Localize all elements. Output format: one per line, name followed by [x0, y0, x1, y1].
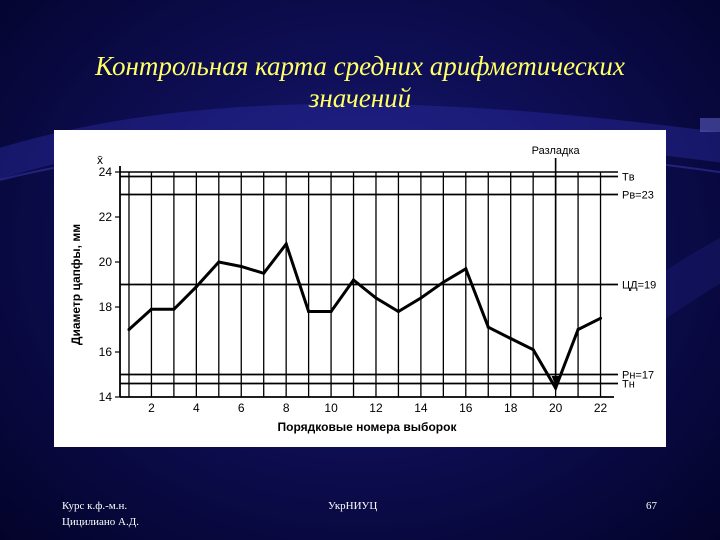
data-point: [149, 307, 153, 311]
y-axis-title: Диаметр цапфы, мм: [69, 224, 83, 345]
data-point: [307, 310, 311, 313]
data-point: [531, 348, 535, 352]
slide-title: Контрольная карта средних арифметических…: [40, 50, 680, 114]
x-tick-label: 22: [594, 401, 608, 415]
footer-author-line-1: Курс к.ф.-м.н.: [62, 500, 128, 512]
data-point: [127, 328, 131, 331]
y-tick-label: 16: [99, 345, 113, 359]
data-point: [554, 386, 558, 390]
x-tick-label: 20: [549, 401, 563, 415]
x-tick-label: 14: [414, 401, 428, 415]
data-point: [464, 267, 468, 271]
page-number: 67: [646, 500, 657, 512]
slide-title-line-2: значений: [308, 83, 412, 113]
footer-author: Курс к.ф.-м.н. Цицилиано А.Д.: [62, 498, 139, 530]
data-point: [262, 271, 266, 275]
data-point: [352, 278, 356, 282]
x-tick-label: 4: [193, 401, 200, 415]
series-line: [127, 240, 602, 392]
data-point: [374, 296, 378, 300]
data-point: [194, 285, 198, 289]
y-tick-label: 20: [99, 255, 113, 269]
control-chart-panel: Tв Pв=23 ЦД=19 Pн=17 Tн 14 16 18 20 22 24 2 4 6 8 10 12 1…: [54, 130, 666, 447]
y-tick-label: 22: [99, 210, 113, 224]
data-point: [172, 307, 176, 311]
y-axis-symbol: x̄: [97, 153, 103, 167]
data-point: [576, 328, 580, 331]
y-tick-label: 14: [99, 390, 113, 404]
footer-organization: УкрНИУЦ: [328, 500, 378, 512]
x-axis-title: Порядковые номера выборок: [278, 420, 458, 434]
reference-line-label: Tв: [622, 172, 635, 184]
reference-line-label: Tн: [622, 379, 635, 391]
data-point: [329, 310, 333, 313]
data-point: [441, 280, 445, 284]
x-tick-label: 10: [324, 401, 338, 415]
data-point: [396, 310, 400, 313]
reference-line-label: Pв=23: [622, 190, 654, 202]
data-point: [486, 325, 490, 329]
data-point: [239, 265, 243, 268]
x-tick-label: 16: [459, 401, 473, 415]
annotation-label: Разладка: [532, 145, 581, 157]
x-tick-label: 18: [504, 401, 518, 415]
data-point: [509, 337, 513, 340]
reference-line-label: ЦД=19: [622, 280, 656, 292]
y-tick-label: 24: [99, 165, 113, 179]
data-point: [599, 316, 603, 320]
data-point: [419, 296, 423, 300]
x-tick-label: 6: [238, 401, 245, 415]
x-tick-label: 2: [148, 401, 155, 415]
footer-author-line-2: Цицилиано А.Д.: [62, 516, 139, 528]
data-point: [284, 242, 288, 246]
data-point: [217, 260, 221, 264]
annotation-arrow-head: [551, 376, 560, 386]
x-tick-label: 12: [369, 401, 383, 415]
x-tick-label: 8: [283, 401, 290, 415]
reference-line-label: Pн=17: [622, 370, 654, 382]
slide-title-line-1: Контрольная карта средних арифметических: [95, 51, 625, 81]
y-tick-label: 18: [99, 300, 113, 314]
